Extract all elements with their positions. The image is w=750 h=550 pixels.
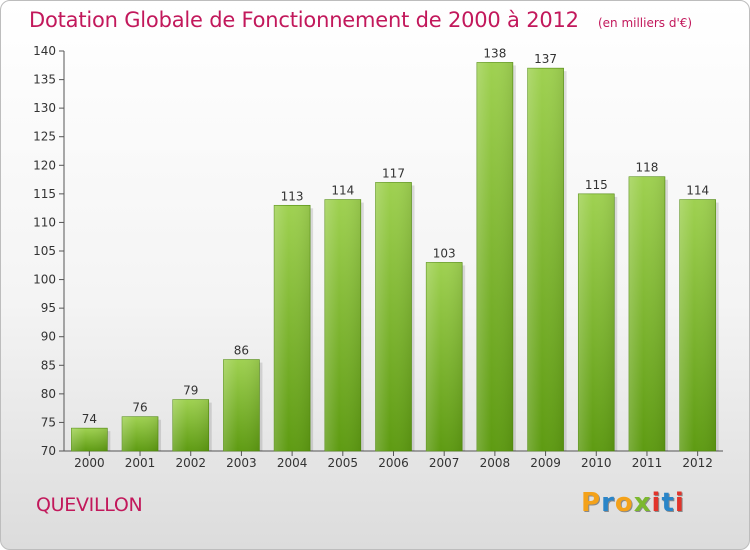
y-tick-label: 110 [33, 215, 56, 229]
x-tick-label: 2003 [226, 456, 257, 470]
data-label: 114 [331, 184, 354, 198]
data-label: 137 [534, 52, 557, 66]
proxiti-logo[interactable]: Proxiti [581, 488, 685, 518]
bar-shine [679, 199, 716, 451]
logo-letter: i [674, 488, 685, 518]
logo-letter: P [581, 488, 602, 518]
y-tick-label: 100 [33, 273, 56, 287]
data-label: 113 [281, 189, 304, 203]
bar-shine [223, 359, 260, 451]
axes: 70 75 80 85 90 95 100 105 110 115 120 125 130 135 140 2… [33, 44, 723, 470]
logo-letter: r [601, 488, 615, 518]
data-label: 138 [483, 46, 506, 60]
x-tick-label: 2011 [632, 456, 663, 470]
bar-shine [426, 262, 463, 451]
chart-title: Dotation Globale de Fonctionnement de 20… [29, 8, 579, 32]
x-tick-label: 2007 [429, 456, 460, 470]
bar-shine [324, 199, 361, 451]
data-labels: 74 76 79 86 113 114 117 103 138 137 115 118 114 [82, 46, 709, 426]
y-tick-label: 115 [33, 187, 56, 201]
commune-name: QUEVILLON [36, 494, 143, 516]
data-label: 118 [636, 161, 659, 175]
data-label: 79 [183, 384, 198, 398]
logo-letter: t [661, 488, 675, 518]
x-tick-label: 2008 [480, 456, 511, 470]
x-tick-label: 2010 [581, 456, 612, 470]
data-label: 76 [132, 401, 147, 415]
y-tick-label: 95 [41, 301, 56, 315]
x-tick-label: 2012 [682, 456, 713, 470]
data-label: 74 [82, 412, 97, 426]
bars [71, 62, 719, 452]
x-tick-label: 2009 [530, 456, 561, 470]
bar-shine [71, 428, 108, 451]
bar-shine [628, 176, 665, 451]
y-tick-label: 135 [33, 73, 56, 87]
x-tick-label: 2006 [378, 456, 409, 470]
y-tick-label: 90 [41, 330, 56, 344]
data-label: 117 [382, 166, 405, 180]
bar-shine [172, 399, 209, 451]
x-tick-label: 2005 [328, 456, 359, 470]
y-tick-label: 80 [41, 387, 56, 401]
data-label: 114 [686, 184, 709, 198]
logo-letter: i [651, 488, 662, 518]
y-tick-label: 125 [33, 130, 56, 144]
bar-shine [527, 68, 564, 452]
data-label: 115 [585, 178, 608, 192]
x-tick-label: 2001 [125, 456, 156, 470]
y-tick-label: 70 [41, 444, 56, 458]
data-label: 103 [433, 246, 456, 260]
y-tick-label: 75 [41, 415, 56, 429]
y-tick-label: 140 [33, 44, 56, 58]
bar-shine [274, 205, 311, 451]
data-label: 86 [234, 344, 249, 358]
y-tick-label: 120 [33, 158, 56, 172]
bar-shine [578, 193, 615, 451]
bar-shine [375, 182, 412, 451]
logo-letter: x [633, 488, 652, 518]
y-tick-label: 105 [33, 244, 56, 258]
title-row: Dotation Globale de Fonctionnement de 20… [29, 8, 692, 32]
chart-subtitle: (en milliers d'€) [597, 16, 693, 30]
y-tick-label: 85 [41, 358, 56, 372]
x-tick-label: 2000 [74, 456, 105, 470]
x-tick-label: 2002 [175, 456, 206, 470]
logo-letter: o [614, 488, 634, 518]
x-tick-label: 2004 [277, 456, 308, 470]
y-tick-label: 130 [33, 101, 56, 115]
bar-shine [122, 416, 159, 451]
bar-shine [476, 62, 513, 452]
